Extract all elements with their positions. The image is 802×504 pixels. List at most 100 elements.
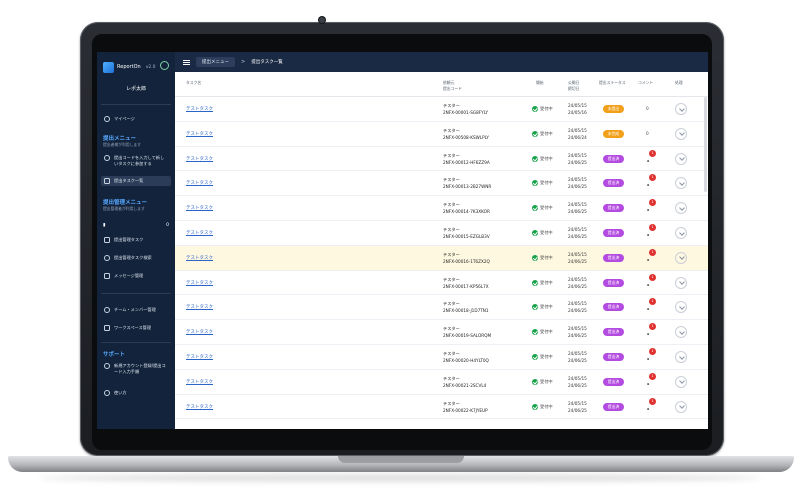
table-row[interactable]: テストタスク テスター 2NFX-00013-2B27WNR 受付中 24/05/15 2… [175,171,708,197]
task-name-link[interactable]: テストタスク [186,330,213,336]
sidebar-item-howto[interactable]: 使い方 [101,388,171,398]
table-row[interactable]: テストタスク テスター 2NFX-00017-KP56L7X 受付中 24/05/15 2… [175,271,708,296]
comment-count-badge[interactable]: 1 [649,174,656,182]
user-icon[interactable] [160,61,169,70]
table-row[interactable]: テストタスク テスター 2NFX-00018-J1D7TN1 受付中 24/05/15 2… [175,295,708,321]
col-submit-status[interactable]: 提出ステータス [599,80,626,85]
submit-status-badge: 提出済 [603,402,624,411]
divider [101,293,171,294]
chevron-down-icon[interactable] [675,400,687,413]
brand[interactable]: ReportOn v2.0 [103,60,156,74]
sidebar-item-team[interactable]: チーム・メンバー管理 [101,305,171,315]
chevron-down-icon[interactable] [675,202,687,215]
scrollbar[interactable] [704,97,707,192]
table-row[interactable]: テストタスク テスター 2NFX-00020-H4YLT0Q 受付中 24/05/15 2… [175,345,708,370]
chevron-down-icon[interactable] [675,227,687,239]
submit-code: 2NFX-00015-EZGLB3V [443,234,490,239]
publish-date: 24/05/15 [568,103,587,108]
table-row[interactable]: テストタスク テスター 2NFX-00015-EZGLB3V 受付中 24/05/15 2… [175,221,708,246]
chevron-down-icon[interactable] [675,375,687,388]
submit-status-badge: 提出済 [603,328,624,337]
sidebar-item-label: 使い方 [114,390,127,395]
publish-date: 24/05/15 [568,127,587,133]
document-icon: ▮ [103,223,106,228]
submit-code: 2NFX-00018-J1D7TN1 [443,308,489,314]
task-name-link[interactable]: テストタスク [186,156,213,162]
col-sender[interactable]: 依頼元 [443,80,455,85]
sidebar-item-message[interactable]: メッセージ管理 [101,271,171,281]
sidebar-item-mypage[interactable]: マイページ [101,114,171,124]
comment-icon: ▪ [647,158,650,163]
comment-count-badge[interactable]: 1 [649,248,656,256]
submit-status-badge: 未提出 [603,105,624,113]
status-label: 受付中 [540,354,553,359]
table-row[interactable]: テストタスク テスター 2NFX-00508-KSWLPLY 受付中 24/05/15 2… [175,122,708,147]
table-row[interactable]: テストタスク テスター 2NFX-00022-K7JYEUP 受付中 24/05/15 2… [175,395,708,420]
reporton-logo-icon [103,61,114,73]
status-cell: 受付中 [532,230,553,236]
task-name-link[interactable]: テストタスク [186,280,213,286]
status-label: 受付中 [540,180,553,186]
check-circle-icon [532,279,538,286]
sender-name: テスター [443,301,460,307]
comment-count-badge[interactable]: 1 [649,298,656,306]
comment-count-badge[interactable]: 1 [649,224,656,231]
comment-count-badge[interactable]: 1 [649,273,656,281]
task-name-link[interactable]: テストタスク [186,379,213,385]
publish-date: 24/05/15 [568,400,587,406]
col-comment: コメント [638,80,654,85]
comment-count-badge[interactable]: 1 [649,199,656,207]
chevron-down-icon[interactable] [675,351,687,363]
task-name-link[interactable]: テストタスク [186,305,213,311]
sidebar-item-manage-search[interactable]: 提出管理タスク検索 [101,253,171,263]
clock-icon [104,363,110,369]
sidebar-item-signup-guide[interactable]: 新規アカウント登録/提出コード入力手順 [101,361,171,376]
task-name-link[interactable]: テストタスク [186,181,213,187]
col-task-name[interactable]: タスク名 [186,80,202,85]
col-publish-date[interactable]: 公開日 [568,80,580,85]
chevron-down-icon[interactable] [675,177,687,190]
dates-cell: 24/05/15 24/06/25 [568,350,587,364]
chevron-down-icon[interactable] [675,301,687,314]
table-row[interactable]: テストタスク テスター 2NFX-00019-SALORQM 受付中 24/05/15 2… [175,320,708,345]
table-row[interactable]: テストタスク テスター 2NFX-00012-HF6ZZ9A 受付中 24/05/15 2… [175,147,708,172]
task-name-link[interactable]: テストタスク [186,231,213,236]
chevron-down-icon[interactable] [675,127,687,140]
chevron-down-icon[interactable] [675,103,687,115]
check-circle-icon [532,254,538,261]
dates-cell: 24/05/15 24/06/25 [568,176,587,190]
chevron-down-icon[interactable] [675,326,687,339]
sidebar-item-submit-list[interactable]: 提出タスク一覧 [101,176,171,186]
table-row[interactable]: テストタスク テスター 2NFX-00001-SG8FYLY 受付中 24/05/15 2… [175,97,708,122]
sidebar-item-submit-code[interactable]: 提出コードを入力して新しいタスクに参加する [101,153,171,168]
sidebar-item-workspace[interactable]: ワークスペース管理 [101,323,171,333]
task-name-link[interactable]: テストタスク [186,404,213,410]
table-row[interactable]: テストタスク テスター 2NFX-00016-1T6ZX2Q 受付中 24/05/15 2… [175,245,708,271]
comment-icon: ▪ [647,381,650,386]
comment-count-badge[interactable]: 1 [649,323,656,331]
breadcrumb-submit-menu[interactable]: 提出メニュー [196,57,235,67]
task-name-link[interactable]: テストタスク [186,255,213,261]
task-name-link[interactable]: テストタスク [186,107,213,112]
dates-cell: 24/05/15 24/06/25 [568,276,587,290]
task-name-link[interactable]: テストタスク [186,206,213,212]
task-name-link[interactable]: テストタスク [186,131,213,137]
chevron-down-icon[interactable] [675,276,687,289]
submit-status-badge: 提出済 [603,353,624,361]
deadline-date: 24/06/25 [568,184,587,190]
users-icon [104,307,110,313]
chevron-down-icon[interactable] [675,152,687,165]
comment-count-badge[interactable]: 1 [649,397,656,405]
table-row[interactable]: テストタスク テスター 2NFX-00021-2SCVL4 受付中 24/05/15 24… [175,370,708,395]
task-name-link[interactable]: テストタスク [186,355,213,360]
comment-count-badge[interactable]: 1 [649,348,656,355]
col-status[interactable]: 開始 [536,80,544,85]
comment-count-badge[interactable]: 1 [649,372,656,380]
chevron-down-icon[interactable] [675,251,687,264]
table-row[interactable]: テストタスク テスター 2NFX-00014-7K3XKOR 受付中 24/05/15 2… [175,196,708,221]
comment-count-badge[interactable]: 1 [649,149,656,157]
table-header: タスク名 依頼元 提出コード 開始 公開日 締切日 提出ステータス コメント 処… [175,72,708,97]
sender-cell: テスター 2NFX-00016-1T6ZX2Q [443,251,490,265]
sidebar-item-manage-task[interactable]: 提出管理タスク [101,235,171,245]
hamburger-menu-icon[interactable] [183,59,190,65]
